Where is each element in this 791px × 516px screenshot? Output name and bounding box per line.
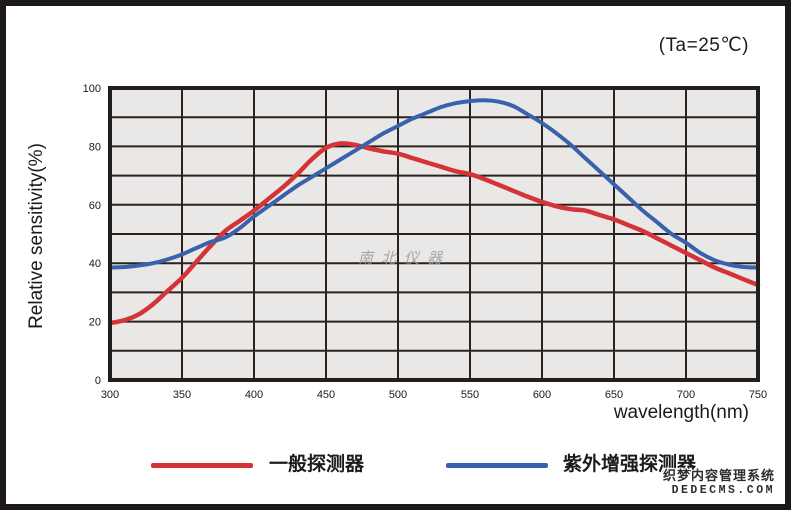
- plot-border: [108, 86, 760, 382]
- legend: 一般探测器 紫外增强探测器: [6, 450, 785, 480]
- x-tick-label: 700: [677, 389, 695, 401]
- legend-label-general-detector: 一般探测器: [269, 454, 365, 475]
- dedecms-watermark-line1: 织梦内容管理系统: [662, 468, 775, 483]
- x-tick-label: 550: [461, 389, 479, 401]
- x-tick-label: 300: [101, 389, 119, 401]
- series-curve-uv-enhanced-detector: [108, 98, 760, 270]
- y-tick-label: 60: [89, 200, 101, 212]
- y-axis-title: Relative sensitivity(%): [26, 143, 47, 329]
- plot-area: 300 350 400 450 500 550 600 650 700 750 0 20 40 60 80 1…: [83, 83, 768, 401]
- y-tick-label: 0: [95, 375, 101, 387]
- x-axis-title: wavelength(nm): [613, 402, 749, 423]
- x-tick-label: 400: [245, 389, 263, 401]
- y-tick-label: 40: [89, 258, 101, 270]
- x-tick-label: 650: [605, 389, 623, 401]
- x-tick-label: 600: [533, 389, 551, 401]
- x-tick-label: 350: [173, 389, 191, 401]
- legend-label-uv-enhanced-detector: 紫外增强探测器: [563, 454, 697, 475]
- dedecms-watermark-line2: DEDECMS.COM: [671, 484, 775, 497]
- center-watermark: 南北仪器: [358, 249, 451, 267]
- x-tick-label: 750: [749, 389, 767, 401]
- dedecms-watermark: 织梦内容管理系统 DEDECMS.COM: [663, 465, 775, 497]
- legend-swatch-general-detector: [151, 463, 253, 468]
- x-tick-label: 500: [389, 389, 407, 401]
- x-tick-label: 450: [317, 389, 335, 401]
- temperature-annotation: (Ta=25℃): [658, 35, 749, 56]
- y-tick-label: 100: [83, 83, 101, 95]
- y-tick-label: 80: [89, 141, 101, 153]
- y-tick-label: 20: [89, 317, 101, 329]
- legend-swatch-uv-enhanced-detector: [446, 463, 548, 468]
